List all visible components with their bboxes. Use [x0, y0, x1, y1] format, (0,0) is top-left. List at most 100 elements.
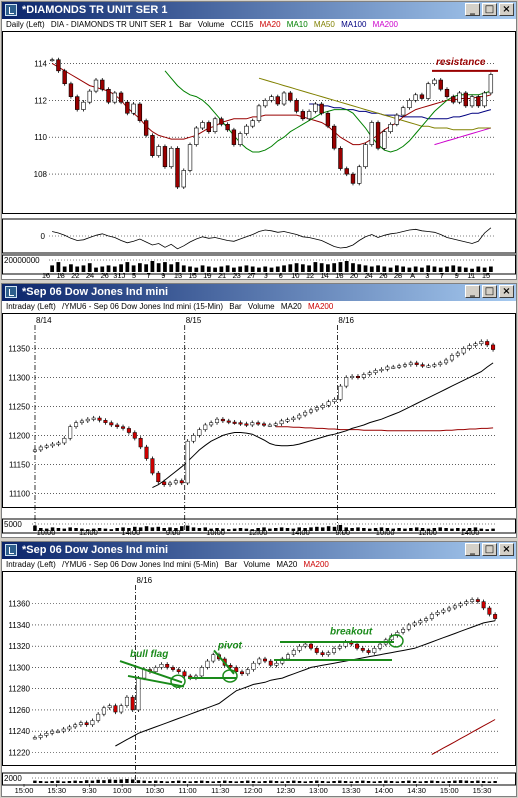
price-bar-body — [267, 424, 272, 427]
price-bar-body — [215, 418, 220, 423]
x-axis-label: 28 — [394, 271, 402, 279]
price-bar-body — [432, 364, 437, 367]
price-candle — [469, 96, 475, 107]
volume-axis-label: 2000 — [4, 774, 22, 783]
price-bar-body — [232, 421, 237, 424]
daily-chart-window[interactable]: *DIAMONDS TR UNIT SER 1 _ □ × Daily (Left)… — [1, 1, 517, 280]
volume-bar — [274, 781, 279, 783]
window-titlebar[interactable]: *Sep 06 Dow Jones Ind mini _ □ × — [2, 542, 516, 559]
price-bar-body — [113, 705, 118, 713]
legend-ma100: MA100 — [341, 20, 367, 29]
price-candle — [344, 168, 349, 175]
volume-bar — [56, 262, 61, 272]
volume-bar — [225, 265, 230, 272]
window-titlebar[interactable]: *DIAMONDS TR UNIT SER 1 _ □ × — [2, 2, 516, 19]
x-axis-label: 15:30 — [473, 786, 492, 795]
volume-bar — [435, 781, 440, 783]
price-candle — [457, 92, 462, 103]
legend-ma200: MA200 — [307, 302, 334, 311]
intraday-5min-window[interactable]: *Sep 06 Dow Jones Ind mini _ □ × Intraday … — [1, 541, 517, 797]
close-button[interactable]: × — [499, 285, 514, 298]
volume-bar — [280, 781, 284, 783]
price-candle — [150, 135, 155, 156]
volume-bar — [464, 780, 469, 783]
volume-bar — [395, 781, 400, 783]
cci-axis-label: 0 — [41, 232, 46, 241]
volume-bar — [223, 780, 227, 783]
minimize-button[interactable]: _ — [465, 3, 480, 16]
price-bar-body — [360, 648, 365, 651]
volume-bar — [385, 528, 390, 531]
volume-bar — [463, 267, 468, 272]
price-candle — [331, 125, 337, 149]
x-axis-label: 14:30 — [407, 786, 426, 795]
volume-bar — [119, 264, 123, 272]
volume-bar — [397, 528, 401, 531]
minimize-button[interactable]: _ — [465, 285, 480, 298]
ma200-line — [431, 719, 496, 755]
price-bar-body — [74, 422, 79, 427]
price-candle — [476, 96, 481, 107]
close-button[interactable]: × — [499, 543, 514, 556]
volume-bar — [401, 781, 405, 783]
price-bar-body — [273, 423, 278, 426]
price-bar-body — [314, 407, 319, 411]
intraday-5min-chart[interactable]: 11360 11340 11320 11300 11280 11260 11240 11220… — [2, 571, 516, 796]
price-bar-body — [438, 362, 443, 365]
price-axis-label: 11100 — [9, 489, 31, 498]
volume-bar — [56, 528, 61, 531]
price-bar-body — [156, 472, 161, 483]
volume-bar — [180, 526, 184, 531]
price-bar-body — [447, 607, 452, 611]
volume-bar — [332, 781, 336, 783]
window-titlebar[interactable]: *Sep 06 Dow Jones Ind mini _ □ × — [2, 284, 516, 301]
maximize-button[interactable]: □ — [482, 543, 497, 556]
volume-bar — [356, 527, 360, 531]
intraday-15min-chart[interactable]: 11350 11300 11250 11200 11150 11100 8/14 8/15 8/… — [2, 313, 516, 537]
price-bar-body — [96, 713, 101, 721]
price-candle — [463, 92, 468, 107]
x-axis-label: 14 — [320, 271, 328, 279]
chart-legend: Intraday (Left) /YMU6 - Sep 06 Dow Jones… — [2, 301, 516, 313]
chart-legend: Daily (Left) DIA - DIAMONDS TR UNIT SER … — [2, 19, 516, 31]
price-axis-label: 11220 — [8, 748, 30, 757]
volume-bar — [326, 781, 331, 783]
x-axis-label: A — [410, 271, 415, 279]
price-bar-body — [261, 423, 267, 426]
volume-bar — [221, 528, 225, 531]
price-bar-body — [274, 662, 279, 666]
price-bar-body — [332, 648, 337, 653]
volume-bar — [357, 264, 362, 272]
volume-bar — [115, 528, 119, 531]
volume-bar — [351, 263, 355, 272]
legend-ma10: MA10 — [286, 20, 308, 29]
volume-bar — [279, 527, 284, 531]
legend-symbol: /YMU6 - Sep 06 Dow Jones Ind mini (5-Min… — [62, 560, 219, 569]
price-bar-body — [424, 618, 429, 621]
minimize-button[interactable]: _ — [465, 543, 480, 556]
volume-bar — [197, 528, 202, 531]
x-axis-label: 15 — [482, 271, 490, 279]
volume-bar — [181, 265, 186, 272]
price-bar-body — [56, 442, 61, 445]
price-bar-body — [97, 417, 102, 421]
maximize-button[interactable]: □ — [482, 285, 497, 298]
legend-volume: Volume — [247, 302, 275, 311]
price-bar-body — [115, 424, 120, 427]
volume-bar — [384, 780, 388, 783]
close-button[interactable]: × — [499, 3, 514, 16]
price-bar-body — [385, 366, 390, 370]
intraday-15min-window[interactable]: *Sep 06 Dow Jones Ind mini _ □ × Intraday … — [1, 283, 517, 538]
price-bar-body — [337, 645, 342, 649]
price-bar-body — [280, 658, 285, 664]
maximize-button[interactable]: □ — [482, 3, 497, 16]
session-date-label: 8/14 — [36, 316, 52, 325]
volume-bar — [307, 265, 311, 272]
price-bar-body — [286, 654, 290, 660]
volume-bar — [33, 780, 37, 783]
volume-bar — [238, 266, 243, 272]
volume-bar — [461, 528, 466, 531]
volume-bar — [432, 528, 437, 531]
volume-bar — [457, 266, 462, 272]
